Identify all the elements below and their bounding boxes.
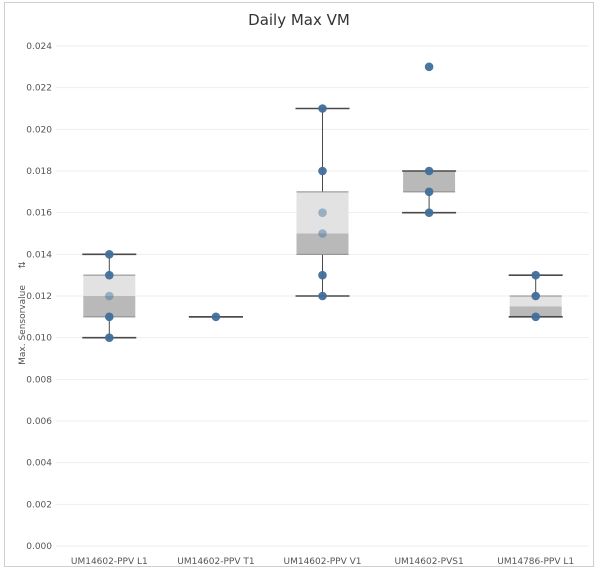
y-tick-label: 0.014 [26, 250, 52, 260]
data-point [318, 208, 327, 217]
chart-title: Daily Max VM [248, 11, 350, 29]
y-tick-label: 0.016 [26, 209, 52, 219]
y-tick-label: 0.008 [26, 375, 52, 385]
data-point [105, 333, 114, 342]
x-category-label: UM14602-PVS1 [394, 557, 463, 567]
data-point [318, 291, 327, 301]
y-axis-label: Max. Sensorvalue [18, 285, 28, 365]
data-point [105, 250, 114, 259]
data-point [424, 187, 434, 197]
data-point [318, 229, 327, 238]
chart-frame: Daily Max VM 0.000 0.002 0.004 0.006 0.008 0.… [4, 2, 594, 567]
data-point [424, 166, 434, 176]
data-point [424, 62, 434, 72]
x-category-label: UM14602-PPV L1 [71, 557, 148, 567]
data-point [531, 312, 540, 322]
data-point [318, 166, 327, 176]
data-point [105, 312, 114, 322]
y-tick-label: 0.010 [26, 334, 52, 344]
y-tick-label: 0.004 [26, 459, 52, 469]
box-lower [83, 296, 136, 317]
data-point [318, 270, 327, 280]
plot-area: 0.000 0.002 0.004 0.006 0.008 0.010 0.012 0.014… [18, 42, 589, 567]
y-tick-label: 0.020 [26, 125, 52, 135]
data-point [105, 270, 114, 280]
y-tick-label: 0.012 [26, 292, 52, 302]
y-tick-label: 0.018 [26, 167, 52, 177]
data-point [531, 270, 540, 280]
y-tick-label: 0.006 [26, 417, 52, 427]
data-point [424, 208, 434, 217]
box-lower [403, 171, 456, 192]
data-point [318, 104, 327, 113]
box-lower [296, 233, 349, 255]
x-category-label: UM14602-PPV V1 [284, 557, 362, 567]
box-upper [296, 191, 349, 234]
data-point [211, 312, 221, 322]
x-category-label: UM14786-PPV L1 [497, 557, 574, 567]
y-tick-label: 0.002 [26, 500, 52, 510]
data-point [105, 291, 114, 301]
data-point [531, 291, 540, 301]
sort-icon: ⇅ [18, 261, 28, 269]
y-tick-label: 0.000 [26, 542, 52, 552]
box-lower [509, 306, 562, 317]
box-upper [83, 275, 136, 296]
y-tick-label: 0.022 [26, 84, 52, 94]
y-tick-label: 0.024 [26, 42, 52, 52]
x-category-label: UM14602-PPV T1 [177, 557, 254, 567]
box-upper [509, 296, 562, 307]
